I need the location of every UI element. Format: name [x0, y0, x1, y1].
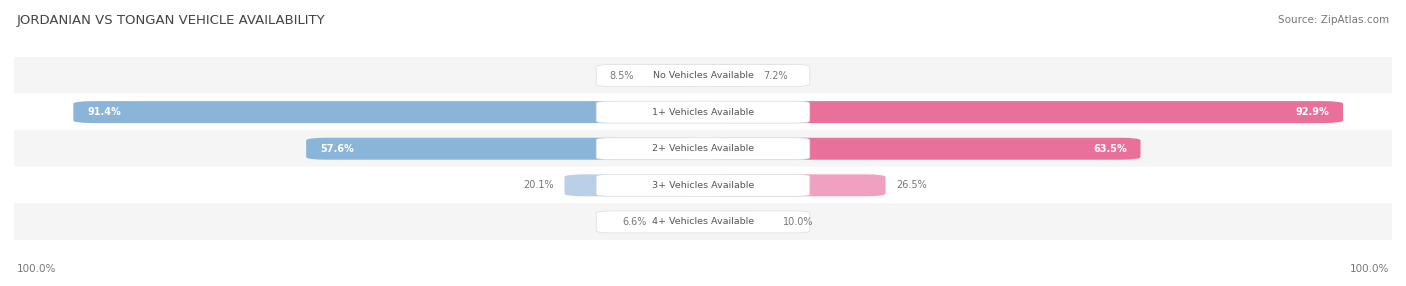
FancyBboxPatch shape	[658, 211, 703, 233]
Text: 63.5%: 63.5%	[1092, 144, 1126, 154]
Text: 6.6%: 6.6%	[621, 217, 647, 227]
Text: 57.6%: 57.6%	[321, 144, 354, 154]
FancyBboxPatch shape	[644, 65, 703, 86]
FancyBboxPatch shape	[703, 211, 772, 233]
FancyBboxPatch shape	[3, 57, 1403, 94]
FancyBboxPatch shape	[703, 138, 1140, 160]
Text: 100.0%: 100.0%	[1350, 264, 1389, 274]
FancyBboxPatch shape	[703, 174, 886, 196]
Text: 20.1%: 20.1%	[523, 180, 554, 190]
FancyBboxPatch shape	[3, 203, 1403, 241]
FancyBboxPatch shape	[73, 101, 703, 123]
Text: 26.5%: 26.5%	[897, 180, 928, 190]
FancyBboxPatch shape	[307, 138, 703, 160]
Text: 4+ Vehicles Available: 4+ Vehicles Available	[652, 217, 754, 227]
Text: Source: ZipAtlas.com: Source: ZipAtlas.com	[1278, 15, 1389, 25]
Text: 91.4%: 91.4%	[87, 107, 121, 117]
Text: 10.0%: 10.0%	[783, 217, 814, 227]
FancyBboxPatch shape	[596, 174, 810, 196]
Text: 1+ Vehicles Available: 1+ Vehicles Available	[652, 108, 754, 117]
Text: 8.5%: 8.5%	[609, 71, 634, 80]
FancyBboxPatch shape	[703, 65, 752, 86]
Text: 2+ Vehicles Available: 2+ Vehicles Available	[652, 144, 754, 153]
FancyBboxPatch shape	[3, 93, 1403, 131]
Text: 3+ Vehicles Available: 3+ Vehicles Available	[652, 181, 754, 190]
FancyBboxPatch shape	[565, 174, 703, 196]
FancyBboxPatch shape	[596, 138, 810, 160]
FancyBboxPatch shape	[3, 166, 1403, 204]
FancyBboxPatch shape	[703, 101, 1343, 123]
Text: 92.9%: 92.9%	[1295, 107, 1329, 117]
FancyBboxPatch shape	[596, 101, 810, 123]
FancyBboxPatch shape	[3, 130, 1403, 168]
FancyBboxPatch shape	[596, 65, 810, 86]
Text: No Vehicles Available: No Vehicles Available	[652, 71, 754, 80]
Text: 7.2%: 7.2%	[763, 71, 789, 80]
Text: 100.0%: 100.0%	[17, 264, 56, 274]
Text: JORDANIAN VS TONGAN VEHICLE AVAILABILITY: JORDANIAN VS TONGAN VEHICLE AVAILABILITY	[17, 13, 326, 27]
FancyBboxPatch shape	[596, 211, 810, 233]
